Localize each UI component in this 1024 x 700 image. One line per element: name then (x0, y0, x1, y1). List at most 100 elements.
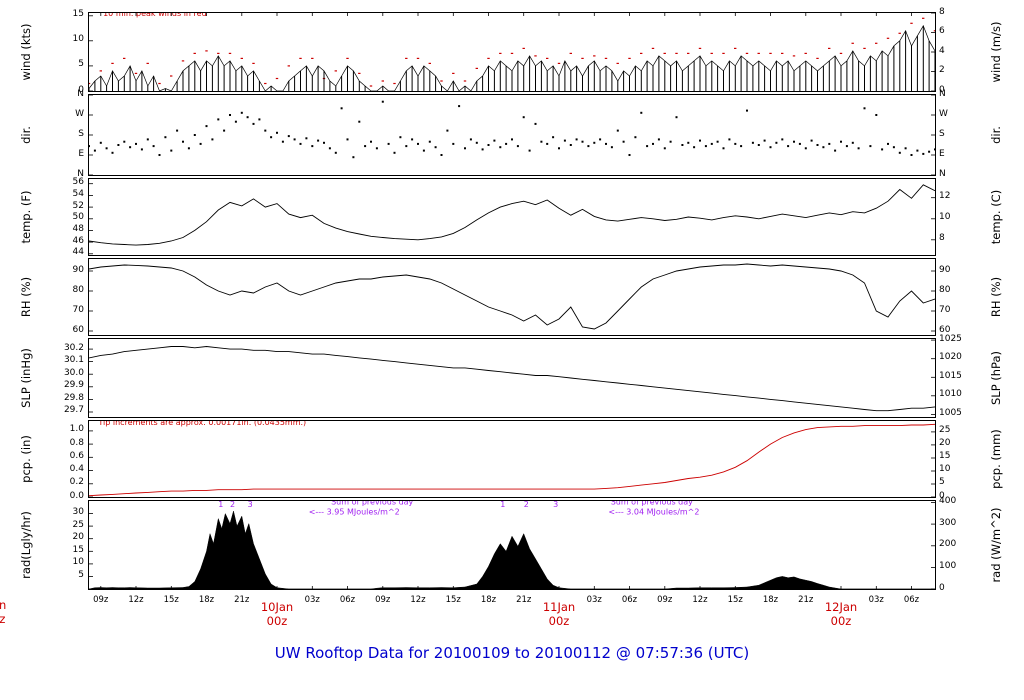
wind-direction-point (934, 148, 935, 151)
wind-direction-point (634, 136, 637, 139)
wind-direction-point (370, 140, 372, 143)
axis-label-pcp-right: pcp. (mm) (989, 429, 1003, 489)
y-tick-label: 80 (939, 284, 951, 295)
wind-direction-point (840, 140, 842, 143)
wind-peak-10min-mark (146, 62, 149, 64)
panel-humidity (88, 258, 936, 336)
y-tick-label: 70 (72, 304, 84, 315)
right-tick-labels: 0 2 4 6 8 N W S E N 8 10 12 60 70 80 90 1005 1010 1015 1020 1… (939, 0, 989, 700)
wind-peak-10min-mark (264, 82, 267, 85)
wind-direction-point (822, 146, 825, 149)
wind-direction-point (411, 138, 414, 141)
wind-direction-point (340, 107, 343, 110)
wind-direction-point (746, 109, 748, 112)
wind-peak-10min-mark (334, 70, 337, 72)
wind-peak-10min-mark (252, 62, 255, 64)
y-tick-label: 29.7 (63, 405, 84, 416)
wind-direction-point (358, 120, 361, 123)
annotation: Tip increments are approx. 0.00171in. (0… (97, 421, 306, 427)
wind-direction-point (775, 141, 778, 144)
wind-direction-point (205, 125, 208, 128)
panel-wind: 10 min. peak winds in red (88, 12, 936, 92)
wind-direction-point (828, 142, 831, 145)
y-tick-label: 1015 (939, 370, 962, 381)
wind-direction-point (305, 137, 308, 140)
pressure-plot (89, 339, 935, 415)
y-tick-label: 10 (72, 557, 84, 568)
wind-direction-point (898, 151, 901, 154)
y-tick-label: 10 (72, 34, 84, 45)
annotation: 1 (218, 501, 223, 509)
wind-peak-10min-mark (287, 65, 290, 67)
date-label-hour: 00z (548, 613, 570, 628)
wind-direction-point (117, 144, 120, 146)
wind-peak-10min-mark (557, 62, 561, 64)
x-tick-label: 15z (163, 595, 179, 605)
wind-peak-10min-mark (111, 62, 114, 64)
wind-direction-point (140, 148, 143, 151)
wind-direction-point (534, 122, 537, 125)
x-tick-label: 21z (516, 595, 532, 605)
y-tick-label: 100 (939, 560, 957, 571)
x-tick-label: 03z (868, 595, 884, 605)
x-tick-label: 09z (93, 595, 109, 605)
wind-direction-point (422, 149, 425, 152)
wind-peak-10min-mark (275, 77, 279, 80)
wind-direction-point (299, 142, 302, 145)
x-tick-label: 18z (480, 595, 497, 605)
date-label-hour: 00z (266, 613, 288, 628)
wind-peak-10min-mark (757, 52, 760, 54)
wind-direction-point (610, 146, 613, 149)
wind-peak-10min-mark (886, 37, 890, 39)
annotation: 2 (524, 501, 529, 509)
wind-direction-point (769, 146, 772, 149)
y-tick-label: 20 (72, 532, 84, 543)
y-tick-label: 80 (72, 284, 84, 295)
wind-direction-point (928, 150, 931, 153)
y-tick-label: S (78, 128, 84, 139)
wind-peak-10min-mark (510, 52, 514, 54)
date-label-day: 10Jan (260, 600, 294, 614)
wind-plot: 10 min. peak winds in red (89, 13, 935, 91)
wind-direction-point (399, 136, 402, 139)
wind-peak-10min-mark (416, 57, 420, 59)
y-tick-label: E (78, 148, 84, 159)
wind-peak-10min-mark (851, 42, 854, 44)
wind-direction-point (558, 147, 560, 150)
y-tick-label: 1.0 (69, 424, 84, 435)
y-tick-label: 200 (939, 539, 957, 550)
date-label: 10Jan 00z (260, 600, 294, 629)
wind-peak-10min-mark (158, 82, 161, 85)
wind-direction-point (229, 114, 231, 116)
wind-direction-point (193, 134, 196, 136)
wind-peak-10min-mark (687, 52, 690, 54)
x-tick-label: 03z (304, 595, 320, 605)
y-tick-label: 12 (939, 191, 951, 202)
y-tick-label: E (939, 148, 945, 159)
wind-direction-point (516, 145, 519, 148)
wind-direction-point (129, 146, 132, 149)
y-tick-label: 90 (72, 264, 84, 275)
y-tick-label: 400 (939, 496, 957, 506)
wind-direction-point (581, 140, 584, 143)
y-tick-label: 30.1 (63, 355, 84, 366)
wind-peak-10min-mark (475, 67, 478, 69)
wind-direction-point (804, 147, 807, 150)
wind-direction-point (240, 111, 243, 114)
y-tick-label: 8 (939, 6, 945, 17)
y-tick-label: 2 (939, 65, 945, 75)
x-tick-label: 18z (762, 595, 779, 605)
wind-peak-10min-mark (499, 52, 502, 54)
wind-direction-point (364, 145, 367, 148)
radiation-plot: 1 2 3 Sum of previous day<--- 3.95 MJoules/… (89, 501, 935, 589)
wind-peak-10min-mark (875, 42, 878, 44)
wind-direction-point (111, 151, 114, 154)
x-tick-label: 15z (727, 595, 743, 605)
x-tick-label: 12z (128, 595, 144, 605)
y-tick-label: 90 (939, 264, 951, 275)
wind-direction-point (223, 129, 226, 132)
y-tick-label: 50 (72, 212, 84, 223)
wind-peak-10min-mark (522, 47, 525, 49)
wind-peak-10min-mark (369, 85, 373, 87)
